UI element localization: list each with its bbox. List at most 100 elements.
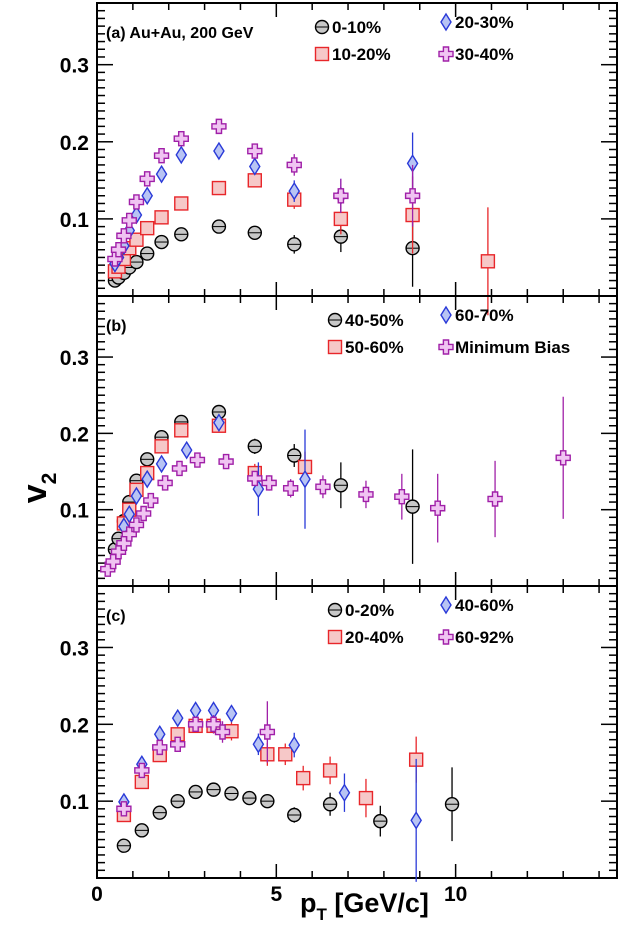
legend-label: 20-30% (455, 13, 514, 32)
legend-marker (440, 305, 452, 325)
series-0-20- (116, 767, 460, 853)
data-point-marker (555, 450, 571, 466)
data-point-marker (128, 517, 145, 533)
x-tick-label: 10 (444, 883, 467, 906)
data-point-marker (242, 790, 257, 806)
data-point-marker (152, 805, 167, 820)
data-point-marker (170, 793, 185, 809)
data-point-marker (480, 254, 496, 269)
data-point-marker (315, 479, 331, 495)
y-tick-label: 0.3 (60, 637, 89, 660)
data-point-marker (338, 783, 351, 803)
legend-marker (438, 46, 454, 62)
data-point-marker (121, 212, 137, 229)
data-point-marker (278, 747, 293, 762)
data-point-marker (252, 734, 265, 754)
data-point-marker (358, 790, 374, 806)
y-ticks (97, 9, 617, 290)
y-tick-label: 0.2 (60, 714, 89, 737)
data-point-marker (322, 797, 338, 812)
y-tick-label: 0.1 (60, 791, 90, 814)
legend-marker (314, 46, 330, 62)
data-point-marker (129, 254, 144, 270)
data-point-marker (140, 452, 155, 467)
panel-label: (a) Au+Au, 200 GeV (106, 25, 254, 42)
data-point-marker (139, 171, 155, 187)
x-axis-label: pT [GeV/c] (300, 888, 429, 924)
legend-label: 20-40% (345, 628, 404, 647)
panel-label: (b) (106, 318, 126, 335)
data-point-marker (157, 475, 173, 491)
y-tick-label: 0.1 (60, 209, 90, 232)
data-point-marker (155, 164, 168, 184)
legend-label: 30-40% (455, 45, 514, 64)
data-point-marker (175, 145, 188, 165)
data-point-marker (404, 188, 421, 204)
data-point-marker (110, 242, 127, 258)
y-ticks (97, 302, 617, 580)
data-point-marker (213, 413, 225, 433)
data-point-marker (206, 782, 221, 797)
data-point-marker (189, 701, 202, 720)
data-point-marker (174, 227, 189, 242)
data-point-marker (247, 470, 263, 487)
data-point-marker (116, 228, 132, 244)
data-point-marker (143, 492, 159, 509)
data-point-marker (211, 219, 227, 234)
data-point-marker (247, 173, 262, 188)
data-point-marker (154, 439, 169, 454)
y-tick-label: 0.2 (60, 132, 89, 155)
y-ticks (97, 592, 617, 872)
legend-marker (314, 19, 330, 35)
x-ticks (96, 296, 600, 586)
data-point-marker (247, 143, 263, 159)
legend-marker (438, 629, 454, 645)
legend-marker (327, 602, 343, 618)
data-point-marker (333, 211, 349, 227)
legend-label: 50-60% (345, 338, 404, 357)
legend: 0-10% 10-20% 20-30% 30-40% (314, 12, 514, 64)
x-tick-label: 5 (270, 883, 282, 906)
legend: 40-50% 50-60% 60-70% Minimum Bias (327, 305, 570, 357)
data-point-marker (287, 448, 302, 463)
legend-label: 40-50% (345, 311, 404, 330)
legend-label: 60-92% (455, 628, 514, 647)
data-point-marker (213, 141, 225, 161)
data-point-marker (171, 460, 188, 477)
data-point-marker (282, 480, 299, 497)
data-point-marker (288, 735, 301, 755)
data-point-marker (429, 500, 446, 516)
data-point-marker (174, 423, 189, 438)
data-point-marker (180, 440, 193, 460)
y-axis-label: v2 (16, 473, 61, 504)
data-point-marker (333, 188, 349, 204)
data-point-marker (333, 478, 349, 493)
legend-label: 40-60% (455, 596, 514, 615)
data-point-marker (140, 246, 155, 261)
legend-marker (327, 312, 343, 328)
data-point-marker (218, 453, 234, 470)
legend-label: 60-70% (455, 306, 514, 325)
data-point-marker (189, 452, 206, 468)
data-point-marker (358, 486, 374, 503)
data-point-marker (154, 234, 169, 250)
data-point-marker (134, 823, 150, 838)
data-point-marker (174, 196, 189, 211)
x-ticks (96, 3, 600, 296)
data-point-marker (116, 801, 132, 817)
panel-2: 0.1 0.2 0.3 (b) 40-50% 50-60% 60-70% Minimum Bi… (60, 295, 618, 587)
legend-label: 10-20% (332, 45, 391, 64)
data-point-marker (128, 194, 145, 210)
panel-3: 0.1 0.2 0.3 (c) 0-20% 20-40% 40-60% 60-92% (60, 585, 618, 882)
legend-marker (327, 339, 343, 355)
series-minimum-bias (100, 396, 571, 577)
x-tick-label: 0 (91, 883, 103, 906)
data-point-marker (155, 454, 168, 474)
data-point-marker (287, 807, 302, 823)
legend: 0-20% 20-40% 40-60% 60-92% (327, 595, 514, 647)
data-point-marker (299, 469, 311, 489)
legend-marker (440, 12, 452, 32)
data-point-marker (322, 763, 338, 778)
data-point-marker (134, 762, 150, 779)
